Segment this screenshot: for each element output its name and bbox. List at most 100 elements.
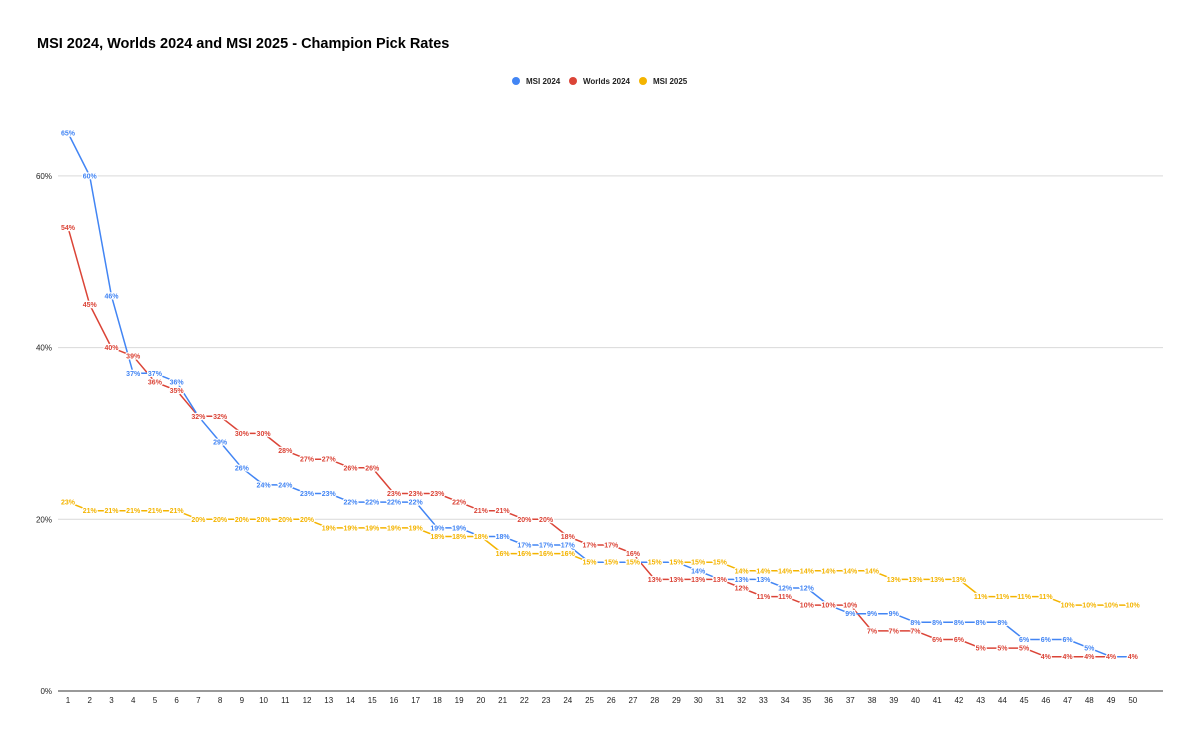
x-tick-label: 1 xyxy=(66,696,71,705)
x-tick-label: 29 xyxy=(672,696,681,705)
legend-label: MSI 2024 xyxy=(526,77,561,86)
data-label: 9% xyxy=(867,611,878,618)
data-label: 21% xyxy=(126,508,141,515)
data-label: 6% xyxy=(1063,637,1074,644)
data-label: 20% xyxy=(278,517,293,524)
data-label: 23% xyxy=(409,491,424,498)
y-tick-label: 60% xyxy=(36,172,52,181)
data-label: 16% xyxy=(517,551,532,558)
data-label: 16% xyxy=(561,551,576,558)
data-label: 13% xyxy=(713,577,728,584)
x-tick-label: 11 xyxy=(281,696,290,705)
x-tick-label: 24 xyxy=(563,696,572,705)
data-label: 15% xyxy=(691,560,706,567)
legend-marker xyxy=(639,77,647,85)
data-label: 15% xyxy=(626,560,641,567)
data-label: 45% xyxy=(83,302,98,309)
data-label: 15% xyxy=(669,560,684,567)
data-label: 8% xyxy=(910,620,921,627)
x-tick-label: 19 xyxy=(455,696,464,705)
legend-marker xyxy=(569,77,577,85)
data-label: 26% xyxy=(365,465,380,472)
data-label: 30% xyxy=(257,431,272,438)
data-label: 60% xyxy=(83,173,98,180)
x-tick-label: 16 xyxy=(389,696,398,705)
data-label: 19% xyxy=(430,525,445,532)
y-axis-ticks: 0% 20% 40% 60% xyxy=(36,172,52,696)
data-label: 19% xyxy=(387,525,402,532)
data-label: 11% xyxy=(974,594,988,601)
data-label: 13% xyxy=(930,577,945,584)
data-label: 28% xyxy=(278,448,293,455)
legend: MSI 2024 Worlds 2024 MSI 2025 xyxy=(512,77,688,86)
data-label: 19% xyxy=(343,525,358,532)
x-tick-label: 25 xyxy=(585,696,594,705)
data-label: 11% xyxy=(778,594,792,601)
data-label: 18% xyxy=(452,534,467,541)
x-tick-label: 26 xyxy=(607,696,616,705)
data-label: 18% xyxy=(561,534,576,541)
x-tick-label: 5 xyxy=(153,696,158,705)
x-tick-label: 49 xyxy=(1107,696,1116,705)
x-tick-label: 7 xyxy=(196,696,201,705)
data-label: 5% xyxy=(1084,646,1095,653)
data-label: 18% xyxy=(474,534,489,541)
data-label: 13% xyxy=(691,577,706,584)
x-tick-label: 9 xyxy=(240,696,245,705)
x-tick-label: 33 xyxy=(759,696,768,705)
data-label: 19% xyxy=(409,525,424,532)
data-label: 22% xyxy=(343,500,358,507)
x-tick-label: 14 xyxy=(346,696,355,705)
data-label: 22% xyxy=(409,500,424,507)
data-label: 14% xyxy=(800,568,815,575)
data-label: 22% xyxy=(452,500,467,507)
data-label: 10% xyxy=(800,603,815,610)
x-tick-label: 20 xyxy=(476,696,485,705)
x-tick-label: 41 xyxy=(933,696,942,705)
data-label: 12% xyxy=(778,585,793,592)
data-label: 20% xyxy=(539,517,554,524)
x-tick-label: 22 xyxy=(520,696,529,705)
data-label: 5% xyxy=(1019,646,1030,653)
x-tick-label: 48 xyxy=(1085,696,1094,705)
x-tick-label: 31 xyxy=(715,696,724,705)
x-tick-label: 2 xyxy=(88,696,93,705)
x-tick-label: 3 xyxy=(109,696,114,705)
x-tick-label: 27 xyxy=(629,696,638,705)
gridlines xyxy=(58,175,1163,692)
data-label: 26% xyxy=(235,465,250,472)
data-label: 29% xyxy=(213,440,228,447)
series-lines xyxy=(67,132,1133,658)
data-label: 15% xyxy=(604,560,619,567)
data-label: 13% xyxy=(669,577,684,584)
data-label: 18% xyxy=(430,534,445,541)
data-label: 20% xyxy=(517,517,532,524)
data-label: 10% xyxy=(843,603,858,610)
data-label: 36% xyxy=(170,379,185,386)
data-label: 15% xyxy=(713,560,728,567)
data-label: 4% xyxy=(1128,654,1139,661)
data-label: 32% xyxy=(213,414,228,421)
data-label: 17% xyxy=(539,543,554,550)
data-label: 13% xyxy=(756,577,771,584)
data-label: 14% xyxy=(778,568,793,575)
data-label: 6% xyxy=(1041,637,1052,644)
legend-marker xyxy=(512,77,520,85)
data-label: 5% xyxy=(997,646,1008,653)
data-label: 27% xyxy=(300,457,315,464)
data-label: 14% xyxy=(756,568,771,575)
data-label: 17% xyxy=(604,543,619,550)
data-label: 14% xyxy=(843,568,858,575)
y-tick-label: 40% xyxy=(36,344,52,353)
data-label: 13% xyxy=(952,577,967,584)
data-label: 21% xyxy=(148,508,163,515)
data-label: 14% xyxy=(822,568,837,575)
x-tick-label: 12 xyxy=(303,696,312,705)
series-line xyxy=(67,227,1133,658)
data-label: 37% xyxy=(148,371,163,378)
data-label: 20% xyxy=(300,517,315,524)
data-label: 12% xyxy=(735,585,750,592)
data-label: 9% xyxy=(889,611,900,618)
x-tick-label: 10 xyxy=(259,696,268,705)
